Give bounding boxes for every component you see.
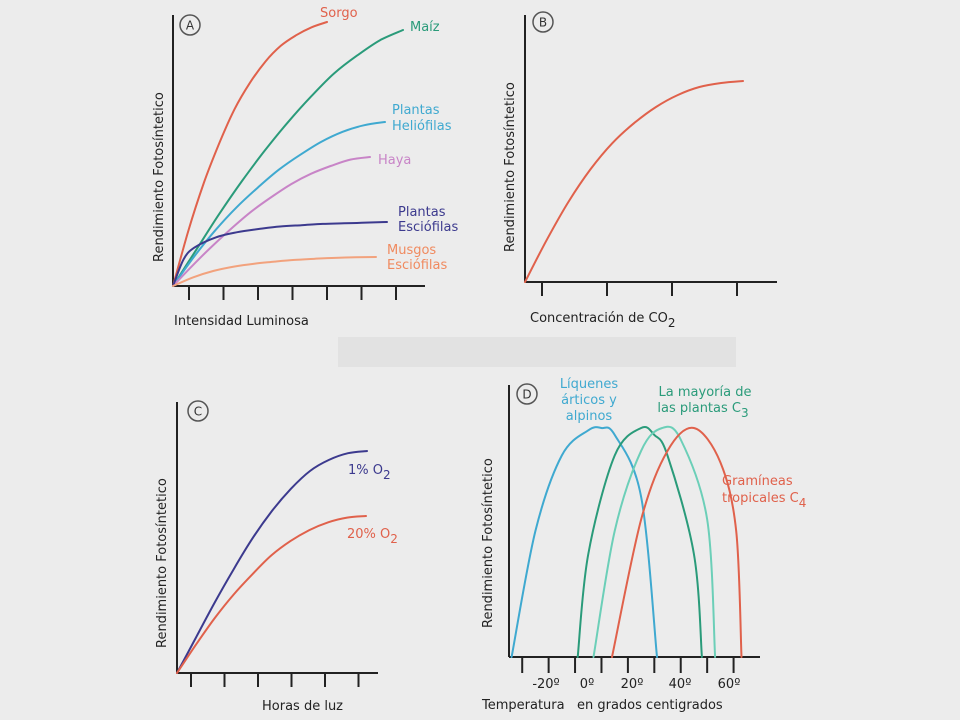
series-label-o2-1: 1% O2	[348, 463, 391, 482]
panel-d-series-line	[611, 426, 743, 658]
panel-a-badge	[179, 14, 201, 36]
panel-d-x-axis-title: Temperatura en grados centigrados	[481, 698, 723, 713]
panel-d-series-line	[592, 425, 717, 658]
series-label-liquenes-1: Líquenes	[560, 377, 619, 392]
panel-b-series	[524, 80, 744, 283]
panel-b-x-axis-title: Concentración de CO2	[530, 311, 675, 330]
series-label-c3-2: las plantas C3	[657, 401, 748, 420]
series-label-o2-20: 20% O2	[347, 527, 398, 546]
panel-a-series-line	[172, 29, 404, 287]
panel-b-y-axis-title: Rendimiento Fotosíntetico	[503, 82, 518, 252]
panel-c-badge	[187, 400, 209, 422]
panel-d-badge	[516, 383, 538, 405]
series-label-esciofilas-1: Plantas	[398, 205, 446, 220]
panel-a-series-line	[172, 121, 386, 287]
panel-d-badge-label: D	[522, 388, 531, 402]
panel-d-tick-label-m20: -20º	[532, 677, 559, 692]
panel-a-ticks	[188, 286, 397, 300]
panel-b: B Rendimiento Fotosíntetico Concentració…	[503, 11, 777, 330]
panel-b-ticks	[541, 282, 738, 296]
series-label-liquenes-3: alpinos	[566, 409, 613, 424]
series-label-c3-2-main: las plantas C	[657, 401, 741, 416]
panel-c-series-line	[176, 450, 368, 674]
panel-a-badge-label: A	[186, 19, 195, 33]
panel-a-y-axis-title: Rendimiento Fotosíntetico	[152, 92, 167, 262]
panel-b-series-line	[524, 80, 744, 283]
panel-c-series	[176, 450, 368, 674]
series-label-c4-2-sub: 4	[799, 496, 807, 510]
panel-d-tick-label-60: 60º	[718, 677, 741, 692]
panel-d: D Rendimiento Fotosíntetico Temperatura …	[481, 377, 806, 713]
series-label-c4-1: Gramíneas	[722, 474, 793, 489]
panel-d-ticks	[521, 657, 735, 673]
panel-d-tick-label-0: 0º	[580, 677, 594, 692]
series-label-musgos-2: Esciófilas	[387, 258, 447, 273]
panel-a-series	[172, 21, 404, 287]
panel-d-tick-label-40: 40º	[669, 677, 692, 692]
series-label-liquenes-2: árticos y	[561, 393, 617, 408]
panel-c-y-axis-title: Rendimiento Fotosíntetico	[155, 478, 170, 648]
panel-a-series-line	[172, 156, 371, 287]
panel-c-badge-label: C	[194, 405, 202, 419]
series-label-c4-2-main: tropicales C	[722, 491, 799, 506]
panel-b-x-axis-title-sub: 2	[668, 316, 676, 330]
series-label-maiz: Maíz	[410, 20, 440, 35]
panel-b-badge-label: B	[539, 16, 547, 30]
series-label-c3-2-sub: 3	[741, 406, 749, 420]
panel-b-x-axis-title-main: Concentración de CO	[530, 311, 668, 326]
panel-a: A Rendimiento Fotosíntetico Intensidad L…	[152, 6, 458, 329]
panel-a-series-line	[172, 221, 388, 287]
series-label-o2-20-sub: 2	[390, 532, 398, 546]
series-label-o2-20-main: 20% O	[347, 527, 390, 542]
series-label-sorgo: Sorgo	[320, 6, 358, 21]
series-label-c4-2: tropicales C4	[722, 491, 806, 510]
panel-c-x-axis-title: Horas de luz	[262, 699, 343, 714]
panel-c-series-line	[176, 515, 367, 674]
panel-b-badge	[532, 11, 554, 33]
panel-d-series-line	[576, 425, 703, 658]
panel-a-series-line	[172, 21, 328, 287]
series-label-musgos-1: Musgos	[387, 243, 436, 258]
panel-d-tick-label-20: 20º	[621, 677, 644, 692]
panel-c: C Rendimiento Fotosíntetico Horas de luz…	[155, 400, 398, 714]
panel-d-y-axis-title: Rendimiento Fotosíntetico	[481, 458, 496, 628]
series-label-o2-1-main: 1% O	[348, 463, 383, 478]
series-label-haya: Haya	[378, 153, 411, 168]
panel-a-x-axis-title: Intensidad Luminosa	[174, 314, 309, 329]
panel-a-series-line	[172, 256, 377, 287]
series-label-heliofilas-1: Plantas	[392, 103, 440, 118]
panel-c-ticks	[190, 673, 360, 687]
series-label-esciofilas-2: Esciófilas	[398, 220, 458, 235]
separator-band	[338, 337, 736, 367]
series-label-c3-1: La mayoría de	[659, 385, 752, 400]
series-label-heliofilas-2: Heliófilas	[392, 119, 452, 134]
panel-d-series	[510, 425, 743, 658]
panel-d-series-line	[510, 426, 658, 658]
series-label-o2-1-sub: 2	[383, 468, 391, 482]
